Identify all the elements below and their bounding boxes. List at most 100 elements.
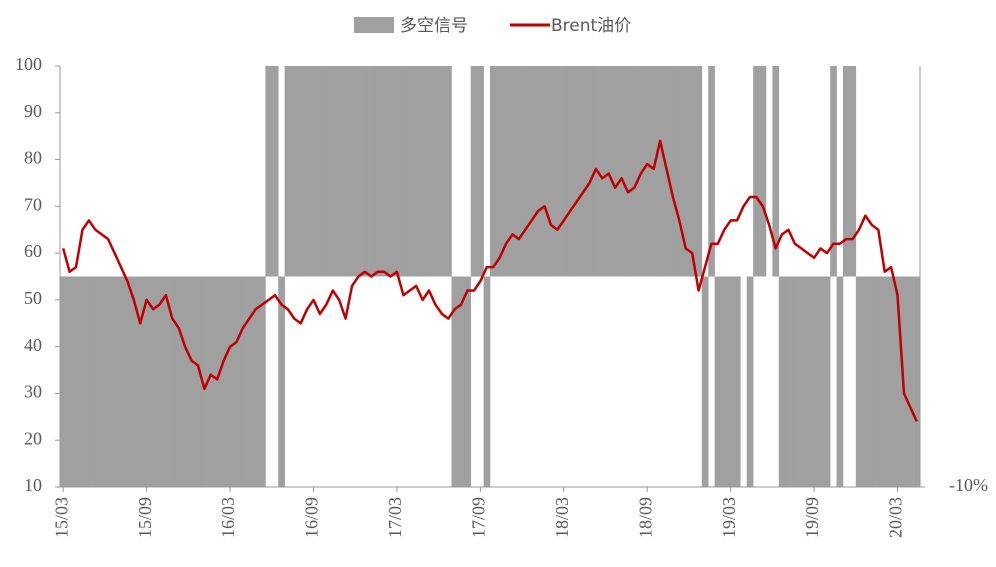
signal-bar bbox=[528, 66, 536, 277]
signal-bar bbox=[143, 276, 151, 487]
signal-bar bbox=[400, 66, 407, 277]
x-tick-label: 17/09 bbox=[468, 497, 488, 538]
signal-bar bbox=[380, 66, 388, 277]
signal-bar bbox=[875, 276, 882, 487]
signal-bar bbox=[560, 66, 568, 277]
signal-bar bbox=[374, 66, 382, 277]
signal-bar bbox=[92, 276, 99, 487]
signal-bar bbox=[515, 66, 523, 277]
signal-bar bbox=[579, 66, 587, 277]
signal-bar bbox=[669, 66, 677, 277]
signal-bar bbox=[785, 276, 792, 487]
signal-bar bbox=[695, 66, 703, 277]
signal-bar bbox=[855, 276, 863, 487]
y-tick-label: 30 bbox=[24, 382, 42, 402]
y-tick-label: 50 bbox=[24, 288, 42, 308]
signal-bar bbox=[239, 276, 247, 487]
signal-bar bbox=[149, 276, 157, 487]
signal-bar bbox=[156, 276, 163, 487]
signal-bar bbox=[817, 276, 825, 487]
signal-bar bbox=[387, 66, 395, 277]
signal-bar bbox=[438, 66, 446, 277]
signal-bar bbox=[714, 276, 722, 487]
signal-bar bbox=[733, 276, 741, 487]
signal-bar bbox=[554, 66, 561, 277]
signal-bar bbox=[246, 276, 253, 487]
signal-bar bbox=[368, 66, 375, 277]
y-tick-label: 10 bbox=[24, 475, 42, 495]
signal-bar bbox=[509, 66, 516, 277]
signal-bar bbox=[194, 276, 202, 487]
signal-bar bbox=[830, 66, 837, 277]
signal-bar bbox=[798, 276, 805, 487]
signal-bar bbox=[169, 276, 176, 487]
signal-bar bbox=[310, 66, 318, 277]
signal-bar bbox=[573, 66, 581, 277]
signal-bar bbox=[868, 276, 876, 487]
signal-bar bbox=[534, 66, 542, 277]
y-tick-label: 70 bbox=[24, 194, 42, 214]
signal-bar bbox=[881, 276, 889, 487]
signal-bar bbox=[688, 66, 696, 277]
signal-bar bbox=[220, 276, 228, 487]
signal-bar bbox=[323, 66, 330, 277]
legend-swatch bbox=[354, 17, 394, 33]
signal-bar bbox=[746, 276, 754, 487]
signal-bar bbox=[791, 276, 799, 487]
signal-bar bbox=[701, 276, 709, 487]
signal-bar bbox=[759, 66, 767, 277]
signal-bar bbox=[265, 66, 273, 277]
signal-bar bbox=[496, 66, 504, 277]
signal-bar bbox=[303, 66, 311, 277]
signal-bar bbox=[842, 66, 850, 277]
signal-bar bbox=[66, 276, 74, 487]
signal-bar bbox=[297, 66, 305, 277]
signal-bar bbox=[98, 276, 106, 487]
x-tick-label: 15/03 bbox=[51, 497, 71, 538]
signal-bar bbox=[656, 66, 664, 277]
signal-bar bbox=[271, 66, 279, 277]
signal-bar bbox=[355, 66, 362, 277]
signal-bar bbox=[207, 276, 215, 487]
signal-bar bbox=[483, 276, 491, 487]
signal-bar bbox=[464, 276, 472, 487]
signal-bar bbox=[541, 66, 549, 277]
signal-bar bbox=[907, 276, 914, 487]
signal-bar bbox=[284, 66, 292, 277]
signal-bar bbox=[586, 66, 593, 277]
signal-bar bbox=[650, 66, 658, 277]
signal-bar bbox=[778, 276, 786, 487]
signal-bar bbox=[522, 66, 529, 277]
signal-bar bbox=[913, 276, 921, 487]
x-tick-label: 17/03 bbox=[385, 497, 405, 538]
signal-bar bbox=[201, 276, 208, 487]
signal-bar bbox=[470, 66, 478, 277]
legend-label: 多空信号 bbox=[400, 16, 468, 36]
signal-bar bbox=[624, 66, 632, 277]
signal-bar bbox=[406, 66, 414, 277]
y-tick-label: 80 bbox=[24, 148, 42, 168]
signal-bar bbox=[316, 66, 324, 277]
signal-bar bbox=[605, 66, 613, 277]
y-tick-label: 40 bbox=[24, 335, 42, 355]
signal-bar bbox=[810, 276, 818, 487]
signal-bar bbox=[130, 276, 138, 487]
x-tick-label: 18/09 bbox=[635, 497, 655, 538]
signal-bar bbox=[862, 276, 869, 487]
signal-bar bbox=[258, 276, 266, 487]
x-tick-label: 18/03 bbox=[552, 497, 572, 538]
signal-bar bbox=[233, 276, 241, 487]
signal-bar bbox=[618, 66, 626, 277]
signal-bar bbox=[836, 276, 844, 487]
signal-bar bbox=[348, 66, 356, 277]
signal-bar bbox=[419, 66, 427, 277]
signal-bar bbox=[137, 276, 144, 487]
x-tick-label: 19/09 bbox=[802, 497, 822, 538]
signal-bar bbox=[60, 276, 67, 487]
signal-bar bbox=[79, 276, 86, 487]
signal-bar bbox=[490, 66, 497, 277]
signal-bar bbox=[335, 66, 343, 277]
signal-bar bbox=[631, 66, 638, 277]
y-tick-label: 100 bbox=[15, 54, 42, 74]
